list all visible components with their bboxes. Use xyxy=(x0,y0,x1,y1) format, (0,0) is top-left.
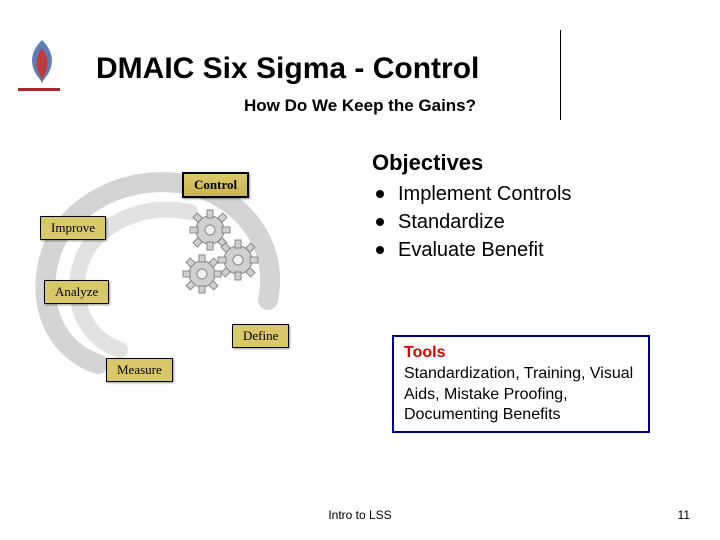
tools-box: Tools Standardization, Training, Visual … xyxy=(392,335,650,433)
objective-item: Evaluate Benefit xyxy=(372,236,692,264)
objective-item: Standardize xyxy=(372,208,692,236)
dmaic-box-improve: Improve xyxy=(40,216,106,240)
footer-text: Intro to LSS xyxy=(0,508,720,522)
dmaic-diagram: Control Improve Analyze Define Measure xyxy=(24,150,334,400)
dmaic-box-analyze: Analyze xyxy=(44,280,109,304)
objectives-section: Objectives Implement Controls Standardiz… xyxy=(372,150,692,264)
gears-icon xyxy=(178,204,268,294)
objective-item: Implement Controls xyxy=(372,180,692,208)
tools-heading: Tools xyxy=(404,344,445,361)
page-subtitle: How Do We Keep the Gains? xyxy=(0,96,720,116)
header-divider xyxy=(560,30,561,120)
dmaic-box-control: Control xyxy=(182,172,249,198)
dmaic-box-measure: Measure xyxy=(106,358,173,382)
dmaic-box-define: Define xyxy=(232,324,289,348)
page-title: DMAIC Six Sigma - Control xyxy=(96,52,479,86)
tools-body: Standardization, Training, Visual Aids, … xyxy=(404,365,633,424)
logo xyxy=(22,38,62,86)
logo-underline xyxy=(18,88,60,91)
objectives-heading: Objectives xyxy=(372,150,692,176)
page-number: 11 xyxy=(678,508,690,522)
